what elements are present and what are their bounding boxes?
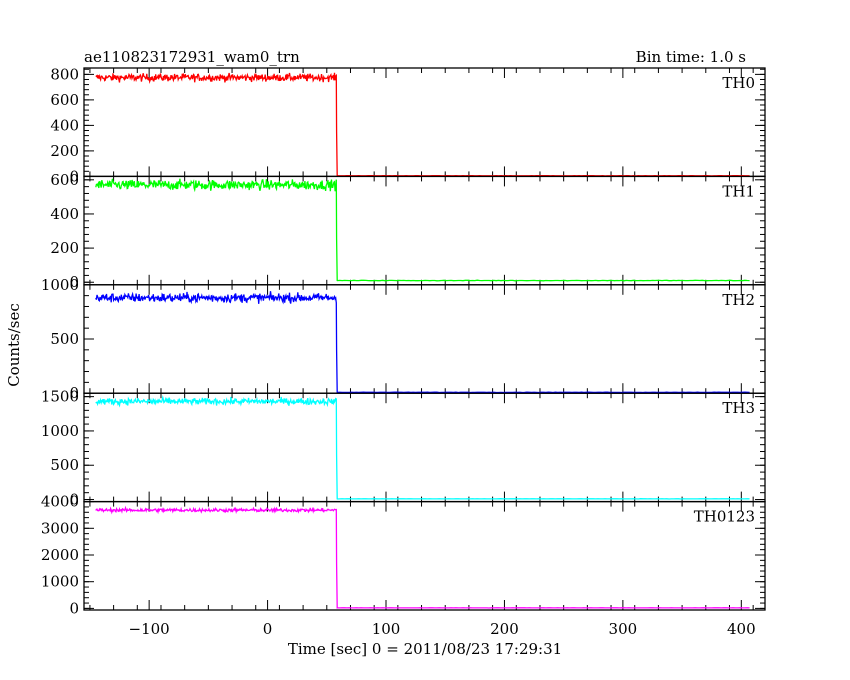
y-tick-label: 0: [69, 273, 79, 291]
y-tick-label: 200: [50, 239, 79, 257]
series-line-th3: [95, 394, 750, 500]
x-tick-label: 200: [490, 620, 519, 638]
y-tick-label: 1000: [41, 276, 79, 294]
y-tick-label: 500: [50, 330, 79, 348]
chart-title: ae110823172931_wam0_trn: [84, 48, 300, 66]
panel-th0123: 0 1000 2000 3000 4000 TH0123: [41, 493, 766, 617]
panel-frame: [83, 175, 766, 286]
y-tick-label: 3000: [41, 519, 79, 537]
y-tick-label: 1000: [41, 573, 79, 591]
y-tick-label: 0: [69, 384, 79, 402]
y-tick-label: 1000: [41, 422, 79, 440]
bin-time-label: Bin time: 1.0 s: [636, 48, 746, 66]
channel-label-th3: TH3: [722, 399, 755, 417]
series-line-th0123: [95, 505, 750, 609]
channel-label-th0123: TH0123: [694, 508, 755, 526]
x-axis-label: Time [sec] 0 = 2011/08/23 17:29:31: [288, 640, 562, 658]
panel-frame: [83, 392, 766, 503]
y-tick-label: 500: [50, 456, 79, 474]
panel-th2: 0 500 1000 TH2: [41, 276, 766, 402]
y-tick-label: 600: [50, 91, 79, 109]
y-tick-label: 200: [50, 142, 79, 160]
x-tick-label: 100: [372, 620, 401, 638]
y-tick-label: 400: [50, 205, 79, 223]
series-line-th2: [95, 291, 750, 394]
y-tick-label: 0: [69, 167, 79, 185]
y-tick-label: 4000: [41, 493, 79, 511]
x-tick-label: 0: [263, 620, 273, 638]
channel-label-th1: TH1: [722, 182, 755, 200]
panel-frame: [83, 67, 766, 178]
y-tick-label: 800: [50, 65, 79, 83]
panel-frame: [83, 500, 766, 611]
y-tick-label: 600: [50, 171, 79, 189]
series-line-th1: [95, 178, 750, 282]
x-tick-label: −100: [129, 620, 170, 638]
panel-th1: 0 200 400 600 TH1: [50, 171, 766, 291]
channel-label-th0: TH0: [722, 74, 755, 92]
series-line-th0: [95, 72, 750, 177]
y-tick-label: 1500: [41, 388, 79, 406]
y-tick-label: 0: [69, 599, 79, 617]
y-tick-label: 0: [69, 491, 79, 509]
y-tick-label: 2000: [41, 546, 79, 564]
panel-th0: 0 200 400 600 800 TH0: [50, 65, 766, 185]
channel-label-th2: TH2: [722, 291, 755, 309]
panel-frame: [83, 284, 766, 394]
y-tick-label: 400: [50, 116, 79, 134]
x-tick-labels: −100 0 100 200 300 400: [129, 620, 756, 638]
x-tick-label: 400: [727, 620, 756, 638]
x-tick-label: 300: [609, 620, 638, 638]
y-axis-label: Counts/sec: [5, 303, 23, 387]
panel-th3: 0 500 1000 1500 TH3: [41, 388, 766, 509]
